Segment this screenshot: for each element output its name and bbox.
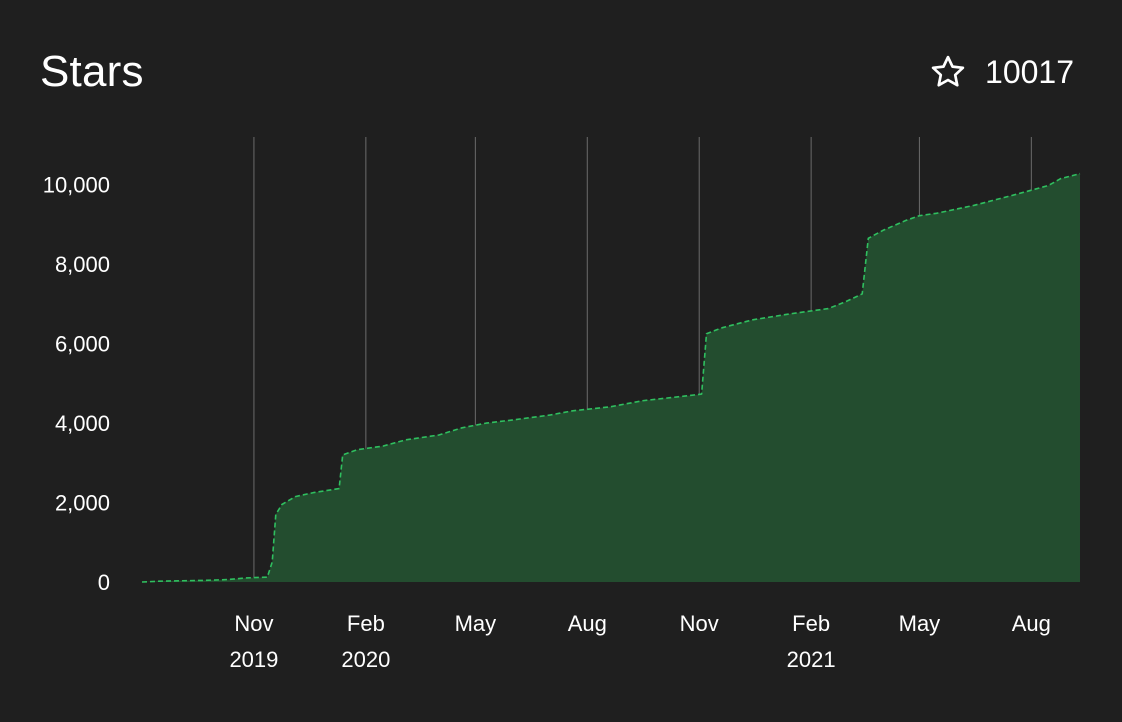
series-area-0	[142, 173, 1080, 582]
x-tick-year-1: 2020	[341, 647, 390, 672]
y-tick-label-2: 4,000	[55, 411, 110, 436]
x-tick-label-0: Nov	[234, 611, 273, 636]
x-tick-year-0: 2019	[229, 647, 278, 672]
star-count: 10017	[985, 53, 1074, 90]
x-tick-label-6: May	[899, 611, 941, 636]
chart-title: Stars	[40, 47, 144, 96]
x-tick-label-1: Feb	[347, 611, 385, 636]
star-outline-icon	[929, 53, 967, 91]
star-count-group: 10017	[929, 50, 1074, 94]
x-tick-label-3: Aug	[568, 611, 607, 636]
y-tick-label-1: 2,000	[55, 491, 110, 516]
x-tick-label-5: Feb	[792, 611, 830, 636]
y-tick-label-5: 10,000	[43, 173, 110, 198]
x-tick-label-2: May	[455, 611, 497, 636]
series-line-0	[141, 172, 1081, 583]
x-tick-label-7: Aug	[1012, 611, 1051, 636]
axis-layer: Nov 2019 Feb 2020 May Aug Nov Feb 2021 May Aug 0 2,0…	[43, 173, 1051, 672]
y-tick-label-4: 8,000	[55, 252, 110, 277]
x-tick-label-4: Nov	[680, 611, 719, 636]
area-layer	[141, 172, 1081, 583]
x-tick-year-5: 2021	[787, 647, 836, 672]
y-tick-label-3: 6,000	[55, 332, 110, 357]
y-tick-label-0: 0	[98, 570, 110, 595]
